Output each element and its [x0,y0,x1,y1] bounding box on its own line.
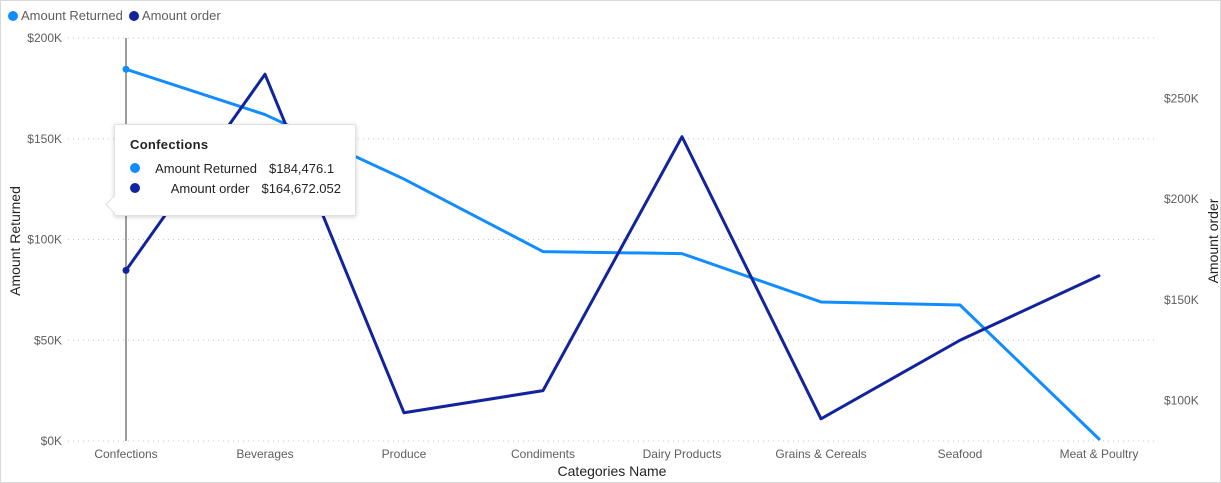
y-axis-tick-label: $100K [27,233,62,247]
y-axis-tick-label: $50K [34,333,62,347]
tooltip-title: Confections [130,137,209,152]
y2-axis-tick-label: $250K [1164,91,1199,105]
x-axis-tick-label: Beverages [236,447,293,461]
x-axis-title: Categories Name [558,463,667,479]
y-axis-tick-label: $150K [27,132,62,146]
tooltip-value: $164,672.052 [261,180,341,196]
x-axis-tick-label: Confections [94,447,157,461]
y-axis-title: Amount Returned [7,186,23,296]
x-axis-tick-label: Produce [382,447,427,461]
x-axis-tick-label: Dairy Products [643,447,722,461]
legend-marker-icon [8,10,18,21]
y-axis-tick-label: $200K [27,31,62,45]
x-axis-tick-label: Seafood [938,447,983,461]
x-axis-tick-label: Meat & Poultry [1060,447,1139,461]
x-axis-tick-label: Condiments [511,447,575,461]
y2-axis-tick-label: $200K [1164,192,1199,206]
y-axis-tick-label: $0K [41,434,62,448]
y2-axis-title: Amount order [1205,198,1221,283]
legend-item-amount-order[interactable]: Amount order [128,8,221,23]
tooltip-value: $184,476.1 [269,160,335,176]
y2-axis-tick-label: $150K [1164,293,1199,307]
legend-marker-icon [128,10,139,21]
legend-label: Amount Returned [21,8,123,23]
tooltip-row: Amount Returned $184,476.1 [130,158,341,178]
tooltip-row: Amount order $164,672.052 [130,178,341,198]
y2-axis-tick-label: $100K [1164,394,1199,408]
legend-label: Amount order [141,8,221,23]
x-axis-tick-label: Grains & Cereals [775,447,866,461]
tooltip-label: Amount Returned [155,160,257,176]
tooltip-label: Amount order [170,180,250,196]
chart-legend: Amount Returned Amount order [8,8,227,23]
legend-item-amount-returned[interactable]: Amount Returned [8,8,123,23]
data-point-amount-order [122,266,130,274]
series-marker-icon [130,183,140,193]
data-point-amount-returned [122,65,130,73]
series-marker-icon [130,163,140,173]
data-tooltip: Confections Amount Returned $184,476.1 A… [105,124,356,216]
